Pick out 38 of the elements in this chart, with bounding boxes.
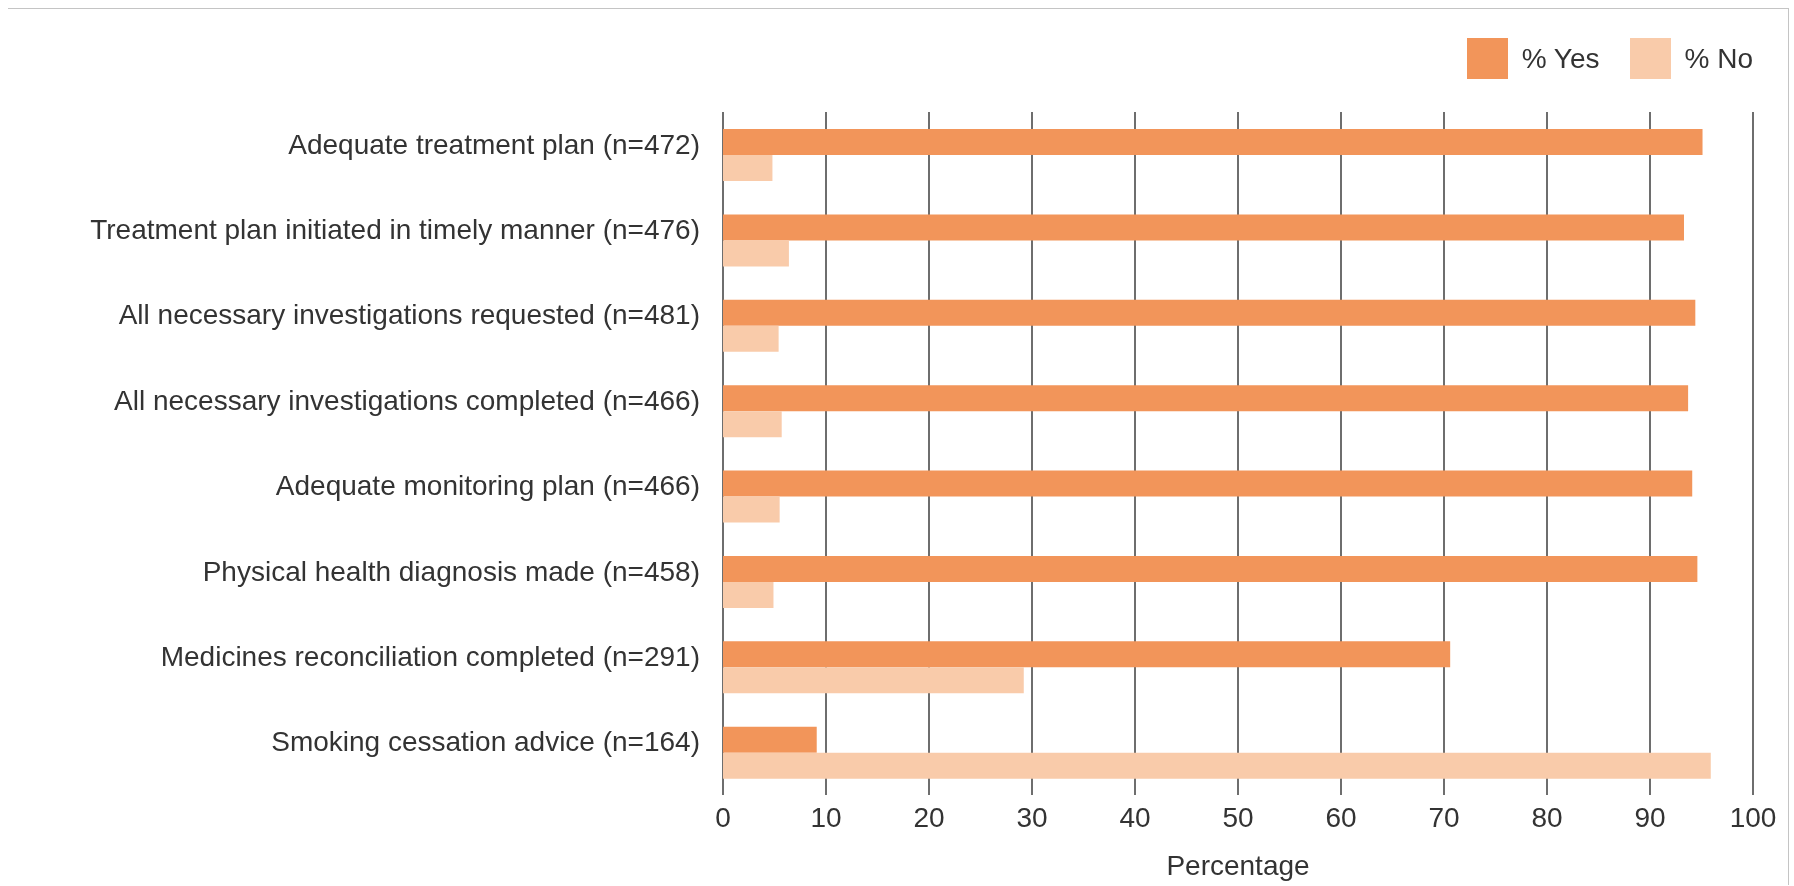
bar [723,555,1698,582]
y-tick-label: All necessary investigations requested (n=481) [118,299,700,331]
x-tick-label: 40 [1119,801,1151,833]
bar [723,155,773,181]
bar [723,726,817,753]
y-tick-label: Adequate monitoring plan (n=466) [275,470,700,502]
bar [723,240,789,267]
x-tick-label: 10 [810,801,842,833]
bar [723,752,1711,779]
y-tick-label: Medicines reconciliation completed (n=291) [160,640,700,672]
bar [723,581,774,608]
bar [723,667,1024,694]
x-tick-label: 50 [1222,801,1254,833]
x-tick-label: 90 [1634,801,1666,833]
y-tick-label: Physical health diagnosis made (n=458) [202,555,700,587]
bar [723,129,1703,155]
bar [723,496,780,523]
x-tick-label: 100 [1729,801,1777,833]
y-tick-label: All necessary investigations completed (n=466) [114,384,700,416]
bar [723,470,1693,497]
legend-label: % Yes [1521,42,1600,75]
x-tick-label: 80 [1531,801,1563,833]
bar [723,385,1689,412]
y-tick-label: Adequate treatment plan (n=472) [288,128,700,160]
bar [723,214,1684,241]
bar [723,299,1696,326]
y-tick-label: Smoking cessation advice (n=164) [271,726,700,758]
bar [723,325,779,352]
x-tick-label: 60 [1325,801,1357,833]
x-tick-label: 0 [715,801,731,833]
x-tick-label: 20 [913,801,945,833]
y-tick-label: Treatment plan initiated in timely manner (n=476) [90,214,700,245]
legend-label: % No [1684,42,1753,75]
bar [723,411,782,438]
x-tick-label: 70 [1428,801,1460,833]
x-axis-title: Percentage [1166,850,1310,881]
bar [723,641,1451,668]
x-tick-label: 30 [1016,801,1048,833]
